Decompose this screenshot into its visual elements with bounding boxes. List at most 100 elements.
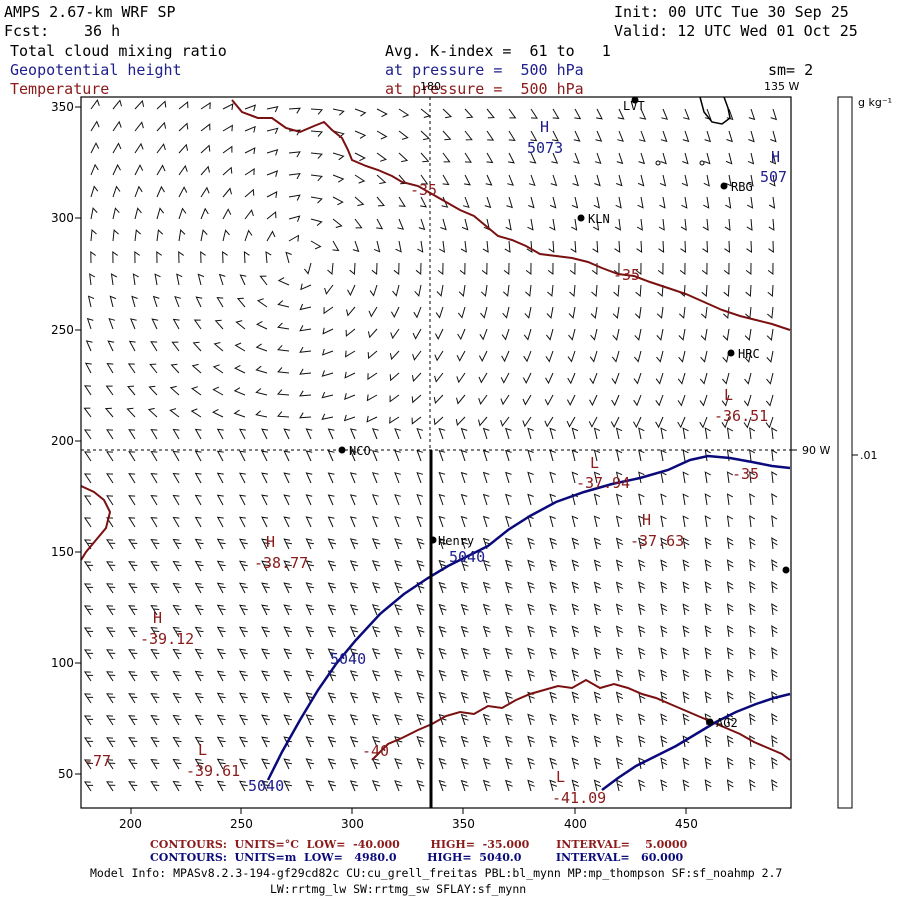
wind-barb bbox=[349, 428, 357, 440]
wind-barb bbox=[194, 560, 204, 572]
wind-barb bbox=[569, 284, 576, 298]
wind-barb bbox=[656, 350, 664, 363]
wind-barb bbox=[416, 691, 425, 704]
wind-barb bbox=[416, 559, 425, 572]
wind-barb bbox=[178, 207, 187, 220]
wind-barb bbox=[172, 714, 182, 726]
wind-barb bbox=[134, 251, 140, 264]
wind-barb bbox=[568, 306, 576, 319]
wind-barb bbox=[460, 691, 469, 704]
wind-barb bbox=[726, 130, 733, 143]
wind-barb bbox=[112, 251, 118, 264]
wind-barb bbox=[635, 284, 642, 298]
wind-barb bbox=[501, 328, 510, 341]
temp-low-marker-center: L bbox=[590, 454, 600, 472]
wind-barb bbox=[321, 391, 334, 399]
wind-barb bbox=[505, 779, 513, 792]
wind-barb bbox=[457, 306, 466, 319]
wind-barb bbox=[310, 174, 323, 182]
wind-barb bbox=[438, 515, 446, 528]
wind-barb bbox=[660, 735, 668, 748]
wind-barb bbox=[283, 604, 292, 616]
wind-barb bbox=[638, 471, 645, 484]
wind-barb bbox=[349, 604, 359, 616]
wind-barb bbox=[438, 427, 446, 440]
wind-barb bbox=[244, 168, 255, 176]
wind-barb bbox=[107, 340, 115, 352]
wind-barb bbox=[332, 152, 345, 161]
wind-barb bbox=[112, 163, 121, 176]
wind-barb bbox=[746, 240, 753, 253]
model-info: Model Info: MPASv8.2.3-194-gf29cd82c CU:… bbox=[90, 866, 783, 880]
wind-barb bbox=[546, 306, 554, 319]
height-high-marker-east: H bbox=[771, 148, 781, 166]
wind-barb bbox=[549, 493, 556, 506]
temp-low-marker-hrc: L bbox=[724, 386, 734, 404]
wind-barb bbox=[324, 284, 334, 295]
wind-barb bbox=[277, 344, 290, 352]
wind-barb bbox=[505, 757, 513, 770]
wind-barb bbox=[615, 757, 624, 770]
wind-barb bbox=[771, 537, 778, 550]
wind-barb bbox=[83, 671, 94, 682]
wind-barb bbox=[332, 240, 340, 252]
wind-barb bbox=[266, 106, 279, 113]
wind-barb bbox=[677, 372, 686, 385]
wind-barb bbox=[134, 121, 144, 132]
wind-barb bbox=[700, 328, 708, 341]
wind-barb bbox=[482, 647, 491, 660]
wind-barb bbox=[593, 471, 601, 484]
wind-barb bbox=[500, 394, 510, 406]
wind-barb bbox=[457, 328, 466, 341]
wind-barb bbox=[745, 262, 752, 275]
wind-barb bbox=[771, 581, 778, 594]
wind-barb bbox=[106, 583, 116, 594]
station-dot-kln bbox=[577, 214, 585, 222]
temp-low-marker-south: L bbox=[556, 768, 566, 786]
wind-barb bbox=[349, 450, 357, 462]
wind-barb bbox=[527, 757, 535, 770]
height-label-5040-a: 5040 bbox=[449, 548, 486, 566]
wind-barb bbox=[390, 306, 400, 318]
wind-barb bbox=[660, 130, 668, 143]
wind-barb bbox=[261, 670, 270, 682]
wind-barb bbox=[638, 537, 646, 550]
wind-barb bbox=[150, 737, 160, 748]
wind-barb bbox=[655, 416, 664, 429]
wind-barb bbox=[749, 779, 756, 792]
wind-barb bbox=[442, 174, 450, 186]
wind-barb bbox=[128, 429, 136, 440]
wind-barb bbox=[415, 262, 422, 276]
wind-barb bbox=[615, 559, 624, 572]
wind-barb bbox=[527, 559, 535, 572]
wind-barb bbox=[106, 737, 116, 748]
y-tick-350: 350 bbox=[51, 100, 74, 114]
wind-barb bbox=[150, 671, 160, 682]
wind-barb bbox=[349, 582, 359, 594]
wind-barb bbox=[349, 692, 359, 704]
wind-barb bbox=[194, 428, 202, 440]
wind-barb bbox=[638, 779, 646, 792]
pressure-level-height: at pressure = 500 hPa bbox=[385, 61, 584, 79]
wind-barb bbox=[90, 228, 97, 242]
wind-barb bbox=[83, 649, 94, 660]
wind-barb bbox=[546, 328, 554, 341]
wind-barb bbox=[134, 142, 144, 154]
wind-barb bbox=[438, 493, 446, 506]
wind-barb bbox=[216, 450, 224, 462]
wind-barb bbox=[567, 350, 576, 363]
wind-barb bbox=[172, 758, 182, 770]
wind-barbs bbox=[83, 99, 778, 792]
wind-barb bbox=[420, 174, 429, 185]
wind-barb bbox=[526, 240, 533, 253]
station-dot-henry bbox=[429, 536, 437, 544]
wind-barb bbox=[464, 130, 473, 141]
wind-barb bbox=[482, 757, 491, 770]
wind-barb bbox=[725, 152, 733, 165]
wind-barb bbox=[460, 449, 468, 462]
wind-barb bbox=[634, 328, 642, 341]
wind-barb bbox=[749, 625, 756, 638]
wind-barb bbox=[699, 372, 708, 385]
wind-barb bbox=[768, 196, 776, 209]
